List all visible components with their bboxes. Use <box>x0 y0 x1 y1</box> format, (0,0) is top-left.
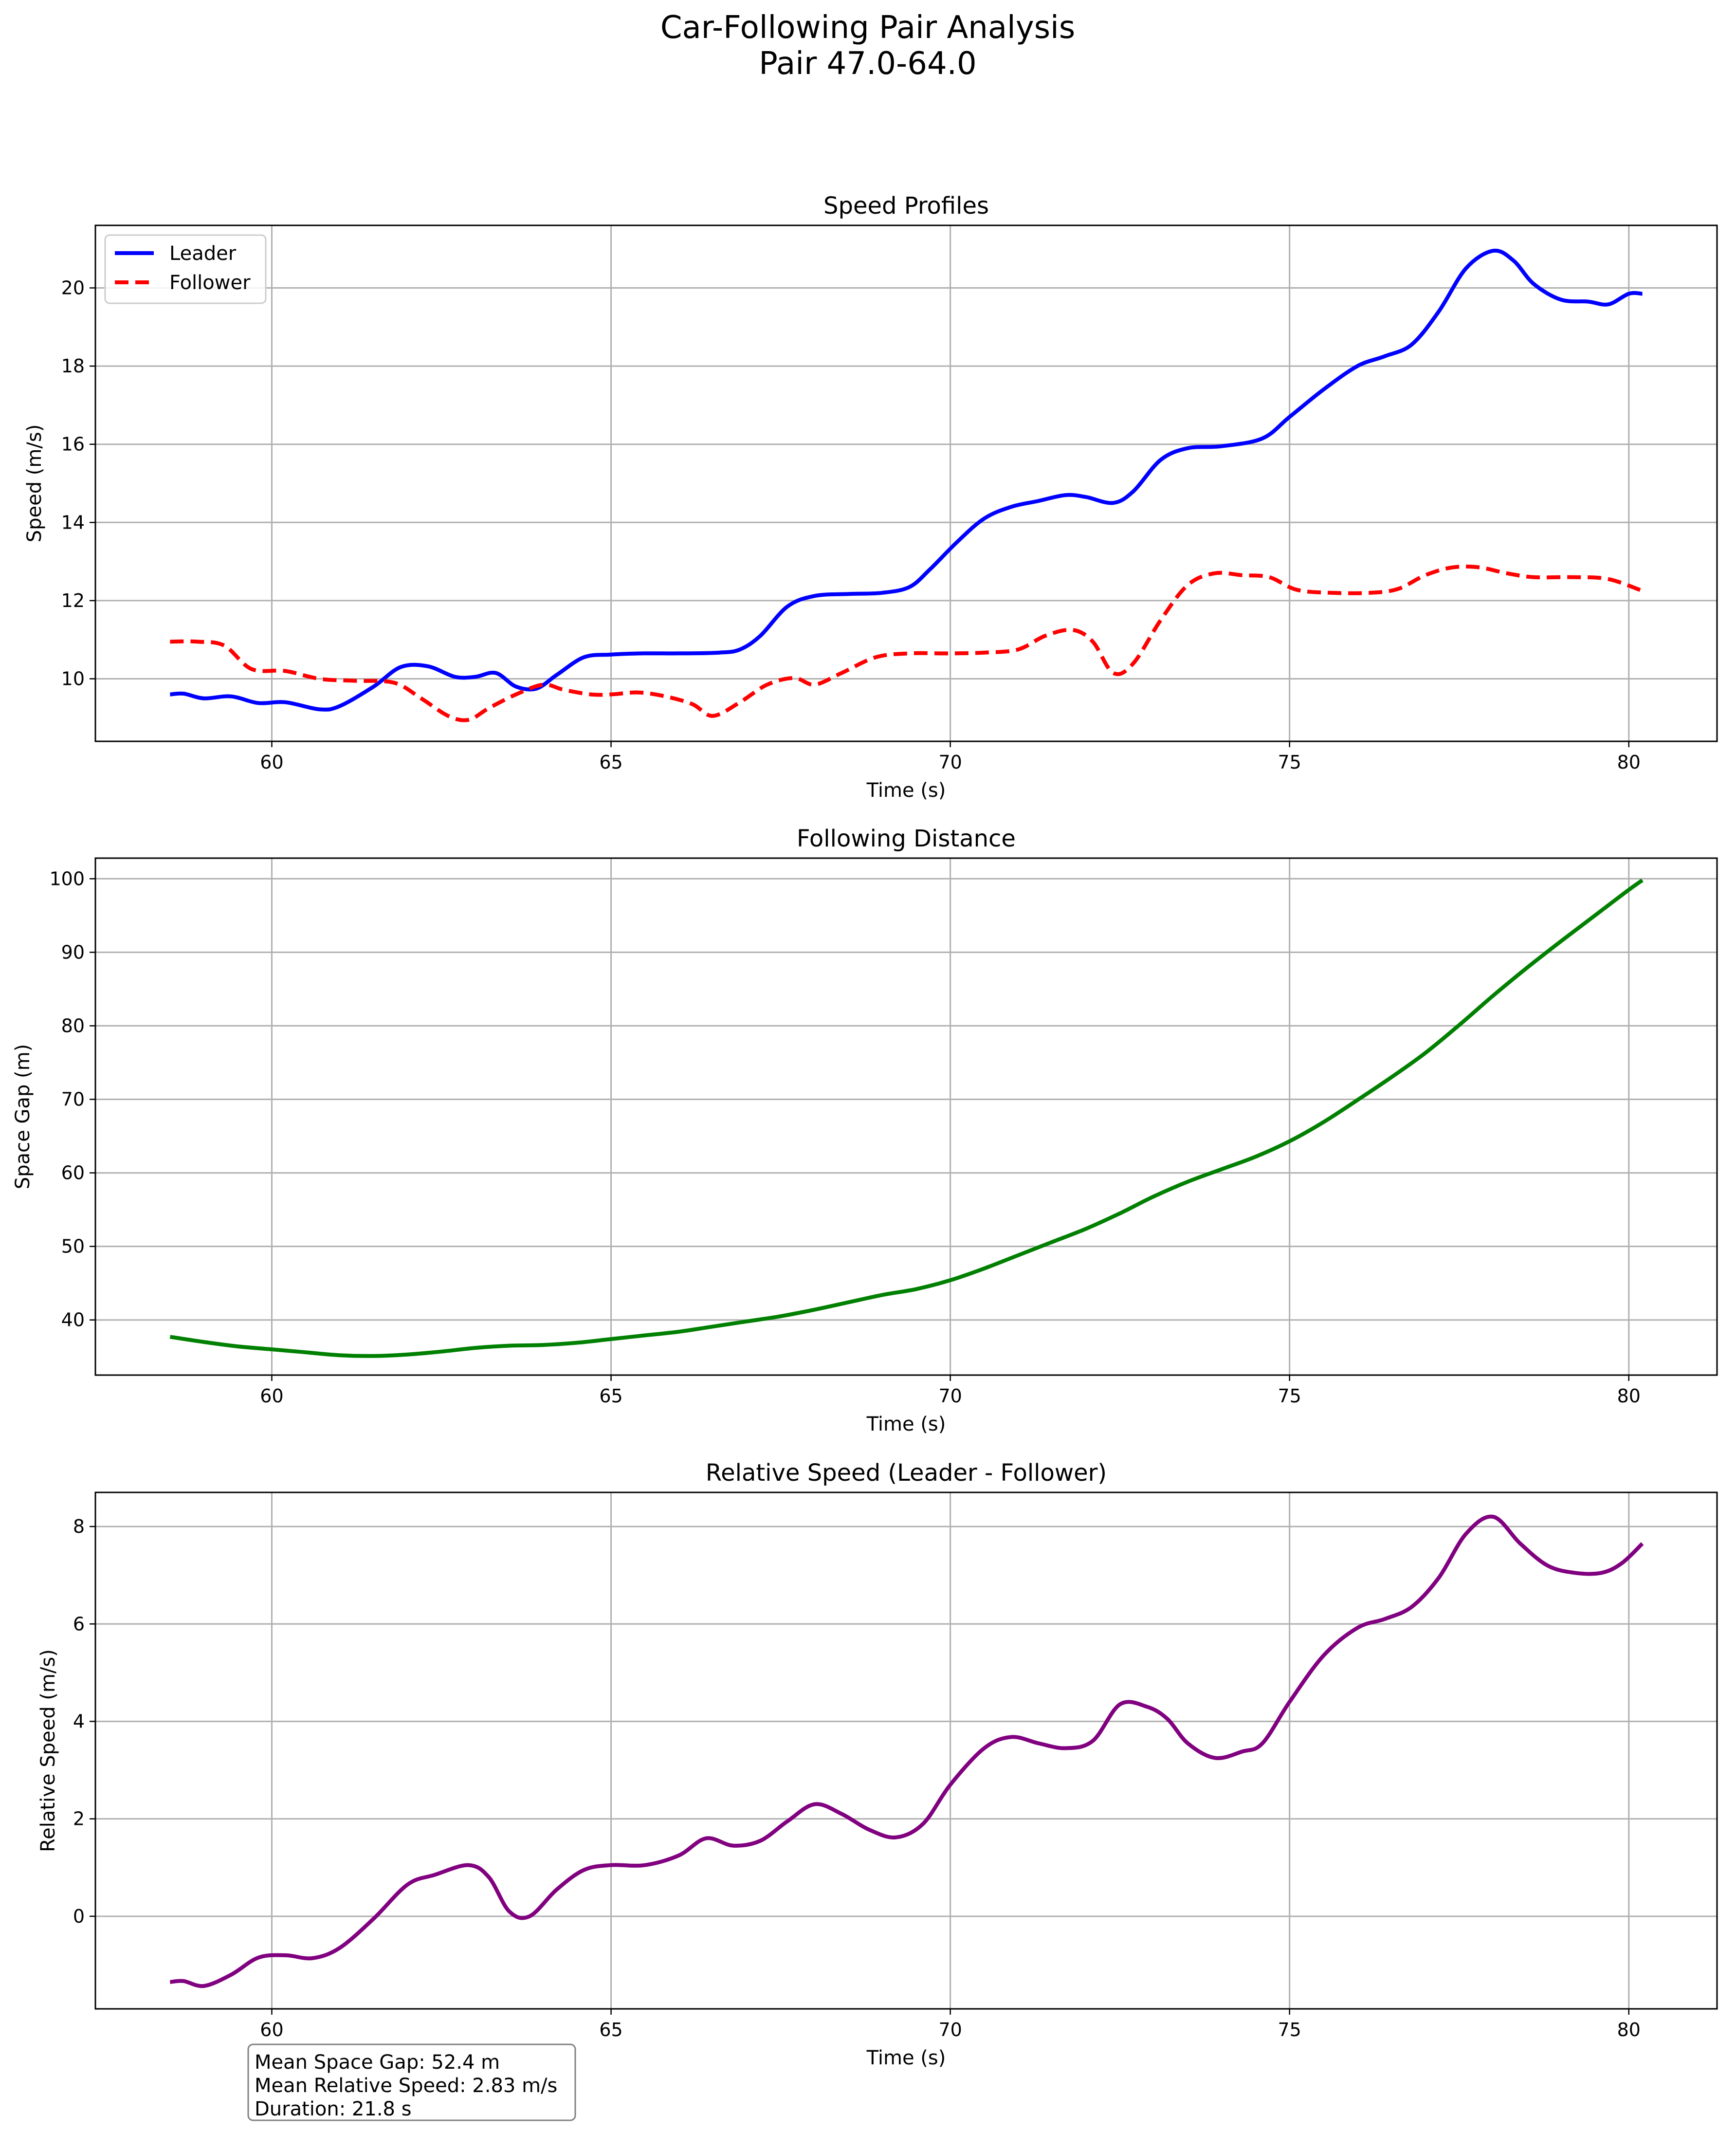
y-tick-label: 90 <box>61 941 85 963</box>
speed-profiles-panel: 60 65 70 75 80 10 12 14 16 18 20 Speed Profiles Time… <box>23 192 1718 802</box>
y-axis-label: Relative Speed (m/s) <box>37 1649 59 1852</box>
x-tick-label: 60 <box>260 1385 283 1407</box>
x-tick-label: 65 <box>599 2019 622 2040</box>
stats-duration: Duration: 21.8 s <box>255 2098 412 2120</box>
figure-title-line1: Car-Following Pair Analysis <box>660 10 1075 46</box>
y-tick-label: 2 <box>73 1808 85 1830</box>
y-tick-label: 100 <box>49 868 85 889</box>
y-tick-label: 16 <box>61 434 85 455</box>
follower-legend-label: Follower <box>169 272 251 294</box>
x-tick-label: 80 <box>1617 2019 1641 2040</box>
legend: Leader Follower <box>104 234 267 304</box>
y-tick-label: 50 <box>61 1236 85 1257</box>
axes-frame <box>94 1491 1718 2010</box>
y-axis-label: Speed (m/s) <box>23 424 46 543</box>
leader-legend-label: Leader <box>169 242 237 265</box>
x-tick-label: 75 <box>1278 2019 1301 2040</box>
following-distance-panel: 60 65 70 75 80 40 50 60 70 80 90 100 Following Dista… <box>12 825 1718 1435</box>
y-tick-label: 8 <box>73 1516 85 1537</box>
x-axis-label: Time (s) <box>866 1413 946 1435</box>
stats-box-frame <box>247 2043 576 2121</box>
y-tick-label: 4 <box>73 1710 85 1732</box>
x-tick-label: 70 <box>938 752 962 773</box>
y-tick-label: 12 <box>61 590 85 611</box>
y-axis-label: Space Gap (m) <box>12 1044 34 1189</box>
x-tick-label: 75 <box>1278 752 1301 773</box>
y-tick-label: 20 <box>61 277 85 298</box>
x-tick-label: 60 <box>260 752 283 773</box>
panel-title: Following Distance <box>797 825 1016 852</box>
axes-frame <box>94 224 1718 742</box>
x-tick-label: 60 <box>260 2019 283 2040</box>
y-tick-label: 80 <box>61 1015 85 1036</box>
x-tick-label: 80 <box>1617 1385 1641 1407</box>
x-tick-label: 65 <box>599 1385 622 1407</box>
grid-lines <box>95 1492 1717 2009</box>
follower-speed-line <box>170 564 1643 722</box>
y-tick-label: 70 <box>61 1088 85 1110</box>
y-tick-label: 14 <box>61 512 85 533</box>
panel-title: Relative Speed (Leader - Follower) <box>706 1459 1107 1487</box>
figure-title-line2: Pair 47.0-64.0 <box>759 46 976 82</box>
grid-lines <box>95 858 1717 1375</box>
y-tick-label: 6 <box>73 1613 85 1635</box>
x-tick-label: 75 <box>1278 1385 1301 1407</box>
y-tick-label: 40 <box>61 1309 85 1331</box>
x-tick-label: 80 <box>1617 752 1641 773</box>
panel-title: Speed Profiles <box>823 192 989 220</box>
x-axis-label: Time (s) <box>866 2047 946 2069</box>
stats-mean-space-gap: Mean Space Gap: 52.4 m <box>255 2051 500 2074</box>
relative-speed-panel: 60 65 70 75 80 0 2 4 6 8 Relative Speed (Leader - … <box>37 1459 1718 2069</box>
axes-frame <box>94 857 1718 1376</box>
x-tick-label: 70 <box>938 2019 962 2040</box>
y-tick-label: 10 <box>61 668 85 690</box>
y-tick-label: 60 <box>61 1162 85 1184</box>
y-tick-label: 0 <box>73 1906 85 1927</box>
x-tick-label: 70 <box>938 1385 962 1407</box>
stats-mean-relative-speed: Mean Relative Speed: 2.83 m/s <box>255 2075 557 2097</box>
series-line-2 <box>169 1514 1644 1988</box>
grid-lines <box>95 225 1717 741</box>
x-axis-label: Time (s) <box>866 779 946 802</box>
stats-box: Mean Space Gap: 52.4 m Mean Relative Spe… <box>247 2043 576 2121</box>
leader-speed-line <box>170 248 1643 712</box>
y-tick-label: 18 <box>61 355 85 377</box>
series-line-1 <box>169 879 1644 1358</box>
x-tick-label: 65 <box>599 752 622 773</box>
